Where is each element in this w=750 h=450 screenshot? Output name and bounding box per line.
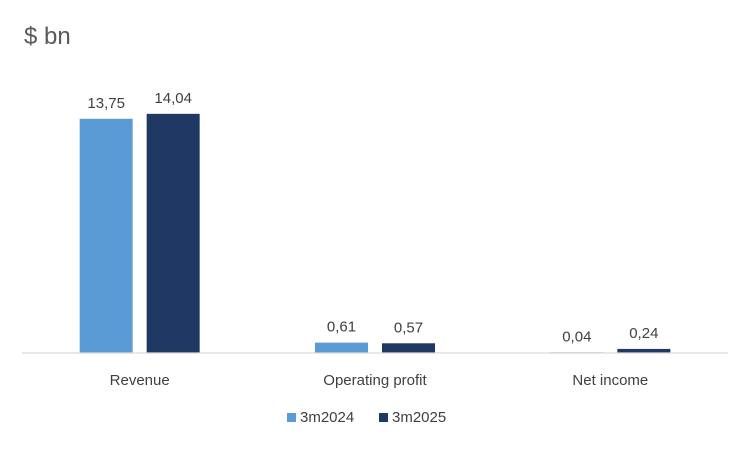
data-label: 13,75 [87,95,125,112]
bar-revenue-3m2025 [146,113,200,353]
category-labels-group: Revenue Operating profit Net income [110,372,649,389]
category-label: Net income [572,372,648,389]
legend-swatch-3m2025 [379,413,388,422]
bar-operating-profit-3m2024 [315,342,368,353]
bar-net-income-3m2025 [617,348,671,353]
bar-revenue-3m2024 [79,118,133,353]
category-label: Revenue [110,372,170,389]
data-label: 0,04 [562,328,591,345]
category-label: Operating profit [323,372,427,389]
bar-operating-profit-3m2025 [382,343,435,353]
legend-label: 3m2024 [300,409,354,426]
chart-unit-title: $ bn [24,23,71,50]
legend-swatch-3m2024 [287,413,296,422]
data-label: 0,61 [327,319,356,336]
data-label: 14,04 [154,90,192,107]
data-label: 0,57 [394,319,423,336]
legend: 3m2024 3m2025 [287,409,446,426]
legend-label: 3m2025 [392,409,446,426]
data-label: 0,24 [629,325,658,342]
value-labels-group: 13,75 14,04 0,61 0,57 0,04 0,24 [87,90,658,345]
bars-group [79,113,671,353]
